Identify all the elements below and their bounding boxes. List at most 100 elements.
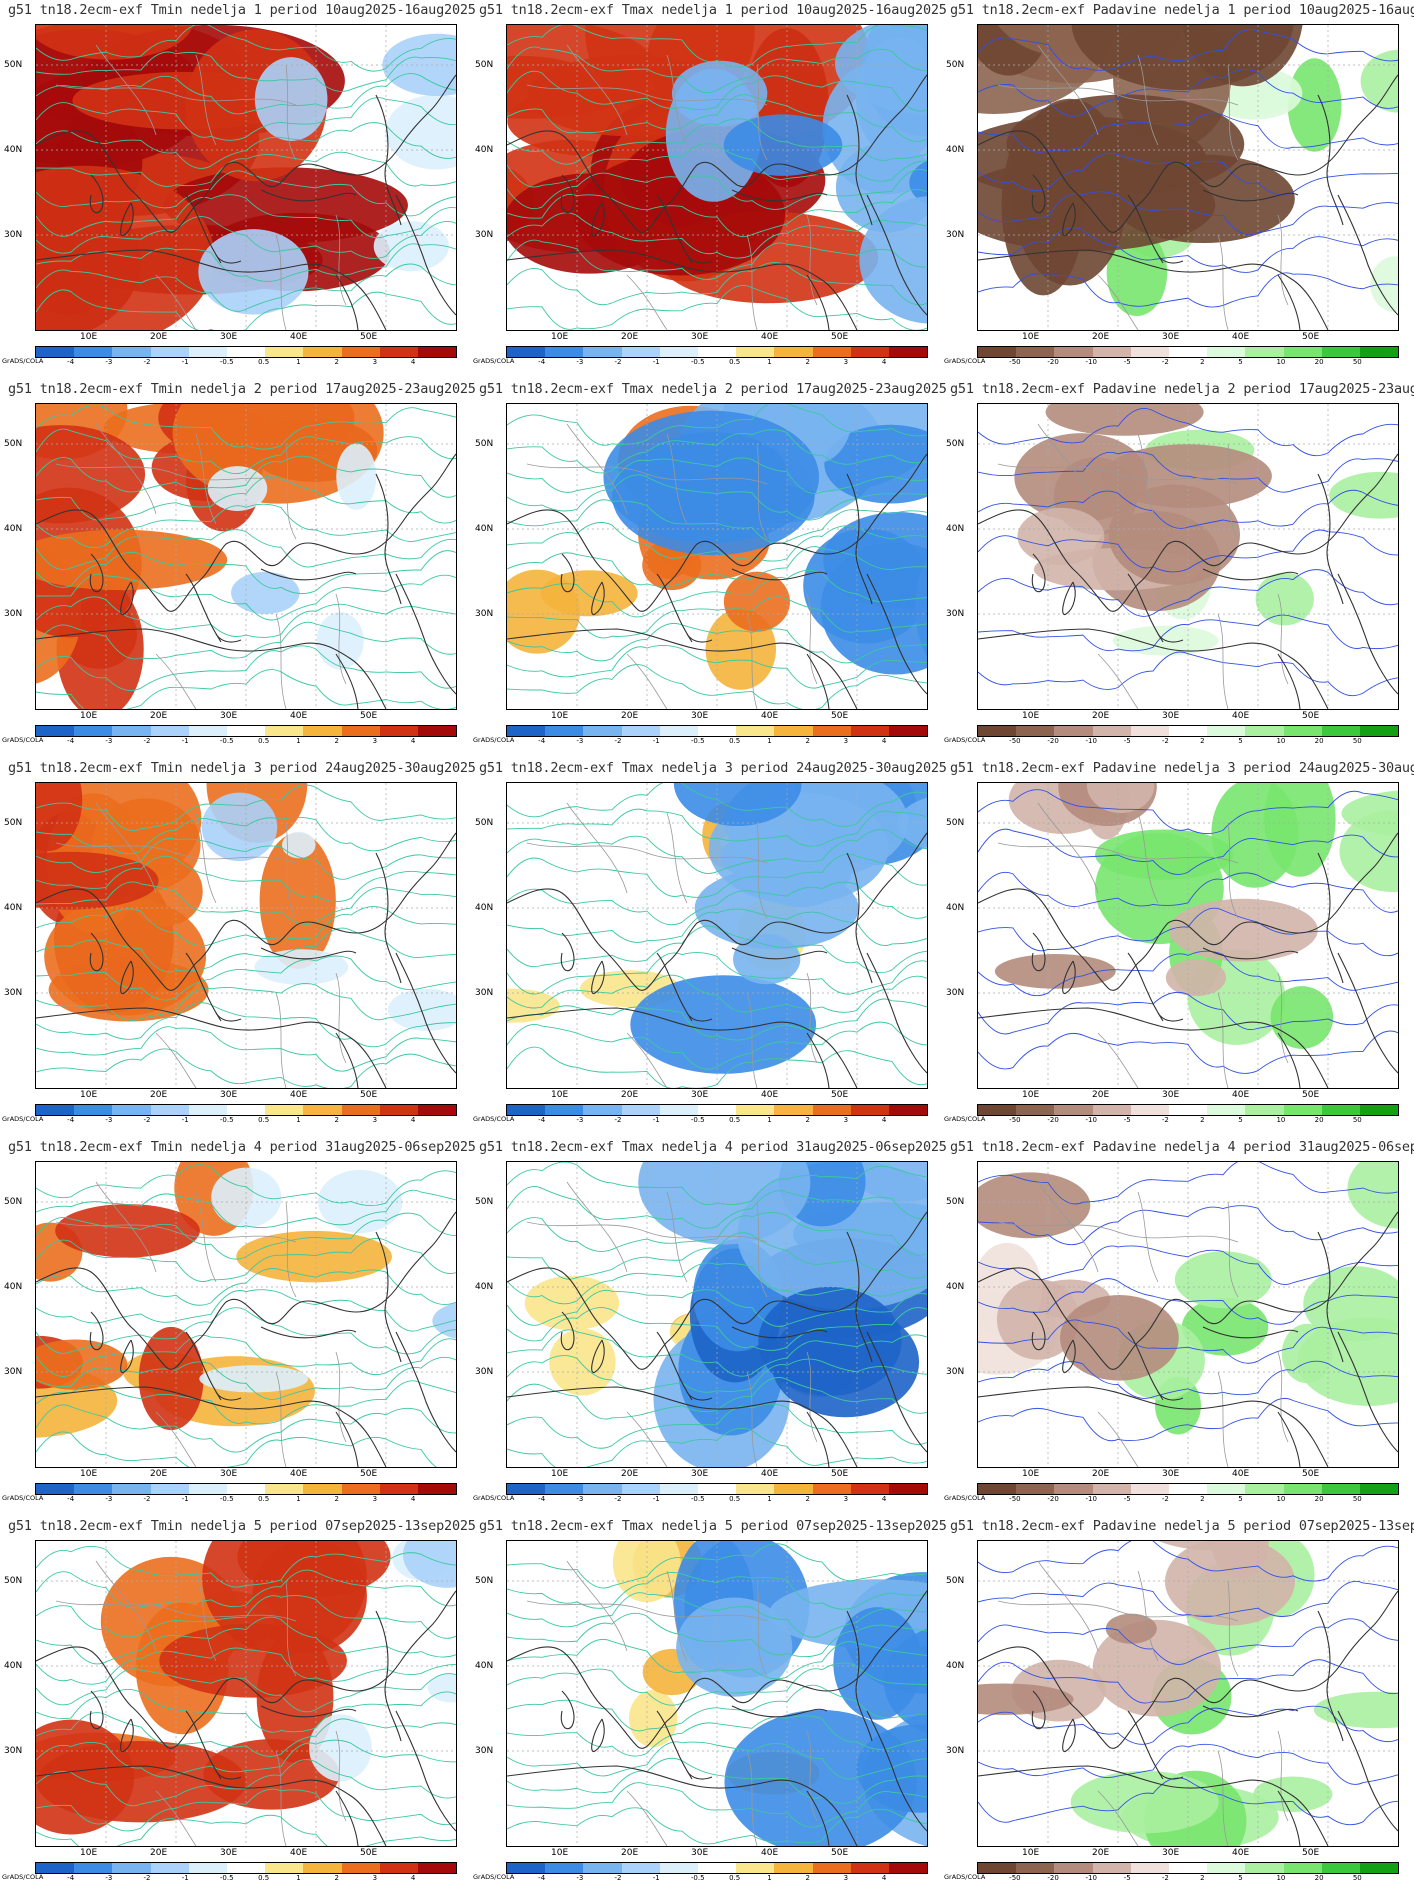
border-line [1037, 1560, 1099, 1652]
latitude-label: 50N [946, 818, 965, 828]
colorbar-tick-label: 10 [1276, 1495, 1286, 1503]
colorbar-swatch [1130, 1105, 1169, 1115]
coast-line [591, 202, 605, 237]
colorbar-tick-label: 2 [805, 1874, 810, 1882]
colorbar-swatch [583, 1863, 622, 1873]
longitude-label: 50E [1302, 332, 1320, 342]
warm-anomaly-area [236, 1230, 392, 1283]
colorbar-tick-label: -0.5 [690, 1874, 705, 1882]
border-line [1277, 972, 1289, 1064]
colorbar-swatch [1207, 1105, 1246, 1115]
border-line [195, 812, 217, 904]
longitude-label: 50E [831, 1848, 849, 1858]
border-line [285, 64, 297, 161]
anomaly-shading [36, 25, 456, 330]
border-line [1277, 214, 1289, 306]
coast-line [978, 1590, 1398, 1749]
colorbar-swatch [621, 1105, 660, 1115]
colorbar-swatch [1321, 1863, 1360, 1873]
border-line [1137, 812, 1159, 904]
coastlines [36, 1211, 456, 1467]
longitude-label: 20E [150, 1090, 168, 1100]
country-borders [55, 1560, 347, 1846]
map-frame [35, 1161, 457, 1468]
coast-line [89, 174, 104, 214]
border-line [566, 1560, 628, 1652]
contour-line [978, 789, 1398, 835]
longitude-label: 50E [1302, 1469, 1320, 1479]
contour-line [507, 499, 927, 544]
colorbar-swatch [659, 1484, 698, 1494]
wet-anomaly-area [1313, 1691, 1398, 1729]
latitude-label: 50N [475, 818, 494, 828]
coast-line [36, 1765, 387, 1846]
cold-anomaly-area [387, 988, 456, 1031]
colorbar-tick-label: -10 [1085, 737, 1097, 745]
coast-line [1062, 1339, 1076, 1374]
longitude-label: 40E [761, 1090, 779, 1100]
border-line [566, 44, 628, 136]
contour-line [36, 216, 456, 259]
colorbar-tick-label: -1 [181, 1495, 189, 1503]
colorbar-swatch [1168, 347, 1208, 357]
coastlines [36, 1590, 456, 1846]
longitude-label: 30E [1162, 711, 1180, 721]
colorbar-tick-label: 3 [843, 1495, 849, 1503]
colorbar-swatch [774, 1863, 813, 1873]
colorbar-swatch [1168, 1863, 1208, 1873]
contour-line [978, 152, 1398, 196]
dry-anomaly-area [978, 1172, 1091, 1239]
coast-line [1031, 553, 1046, 593]
colorbar-swatch [736, 347, 775, 357]
border-line [1097, 1790, 1139, 1846]
colorbar-swatch [265, 1484, 304, 1494]
contour-line [978, 28, 1398, 71]
border-line [746, 234, 758, 330]
map-canvas [507, 1162, 927, 1467]
map-frame [506, 782, 928, 1089]
border-line [526, 463, 768, 485]
coast-line [375, 94, 402, 226]
coast-line [120, 1339, 134, 1374]
border-line [1217, 1750, 1229, 1846]
contour-line [507, 474, 927, 521]
longitude-label: 50E [360, 1848, 378, 1858]
colorbar [977, 1104, 1399, 1116]
colorbar-swatch [265, 1105, 304, 1115]
colorbar-tick-label: -1 [652, 1874, 660, 1882]
colorbar-tick-label: 3 [372, 358, 378, 366]
colorbar [35, 1104, 457, 1116]
grads-credit: GrADS/COLA [2, 1494, 44, 1502]
border-line [626, 653, 668, 709]
colorbar-swatch [36, 347, 75, 357]
colorbar-tick-label: -1 [652, 737, 660, 745]
border-line [1137, 1191, 1159, 1283]
grads-credit: GrADS/COLA [2, 1115, 44, 1123]
longitude-label: 20E [150, 711, 168, 721]
tmin-panel: g51 tn18.2ecm-exf Tmin nedelja 5 period … [0, 1516, 476, 1891]
contour-line [978, 1743, 1398, 1785]
grads-credit: GrADS/COLA [473, 736, 515, 744]
longitude-label: 10E [1022, 1469, 1040, 1479]
anomaly-shading [994, 783, 1398, 1049]
contour-line [36, 1739, 456, 1778]
colorbar-swatch [978, 1863, 1017, 1873]
contour-line [978, 227, 1398, 273]
border-line [997, 84, 1239, 106]
border-line [746, 992, 758, 1088]
dry-anomaly-area [1165, 959, 1226, 997]
latitude-label: 30N [4, 609, 23, 619]
colorbar-swatch [1168, 1105, 1208, 1115]
colorbar-swatch [341, 726, 380, 736]
colorbar-tick-label: 4 [881, 1495, 887, 1503]
colorbar-tick-label: 2 [805, 1495, 810, 1503]
colorbar-tick-label: -0.5 [219, 1495, 234, 1503]
coast-line [1062, 581, 1076, 616]
longitude-label: 40E [1232, 332, 1250, 342]
contour-line [507, 546, 927, 587]
coast-line [215, 1012, 242, 1022]
colorbar-swatch [417, 1105, 457, 1115]
map-frame [977, 403, 1399, 710]
latitude-label: 40N [475, 524, 494, 534]
colorbar-tick-label: 1 [296, 737, 301, 745]
